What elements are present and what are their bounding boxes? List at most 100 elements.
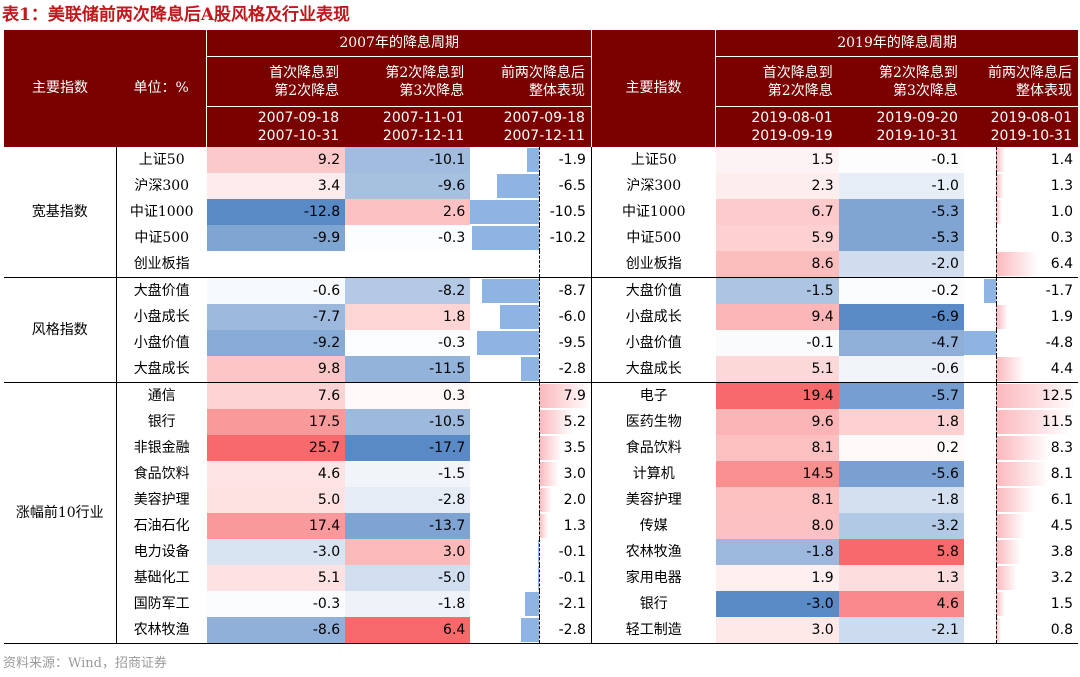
subheader-text: 整体表现 bbox=[528, 82, 585, 99]
table-row: 非银金融 25.7 -17.7 3.5 食品饮料 8.1 0.2 8.3 bbox=[4, 434, 1078, 461]
value-cell-e: -5.3 bbox=[838, 224, 964, 251]
value-cell-d: 8.6 bbox=[715, 250, 839, 278]
data-bar bbox=[539, 487, 553, 512]
row-label-2019: 医药生物 bbox=[590, 408, 716, 435]
value-cell-b: -1.8 bbox=[345, 590, 471, 617]
bar-value: 4.4 bbox=[1050, 360, 1073, 377]
row-label-2007: 食品饮料 bbox=[133, 465, 190, 482]
value-cell-d: 6.7 bbox=[715, 198, 839, 225]
bar-axis bbox=[539, 512, 541, 539]
value-cell-d: -1.5 bbox=[715, 277, 839, 304]
value-cell-d: 3.0 bbox=[715, 616, 839, 644]
row-label-2007: 银行 bbox=[147, 413, 176, 430]
data-bar bbox=[520, 617, 540, 642]
table-title: 表1：美联储前两次降息后A股风格及行业表现 bbox=[2, 5, 351, 25]
table-row: 食品饮料 4.6 -1.5 3.0 计算机 14.5 -5.6 8.1 bbox=[4, 460, 1078, 487]
bar-axis bbox=[995, 512, 997, 539]
value-cell-a: 17.5 bbox=[206, 408, 346, 435]
date-text: 2019-10-31 bbox=[876, 127, 958, 144]
bar-cell-c: 5.2 bbox=[470, 408, 591, 435]
bar-cell-f: 8.1 bbox=[964, 460, 1078, 487]
data-bar bbox=[499, 304, 540, 329]
bar-value: -9.5 bbox=[558, 334, 586, 351]
row-label-2007: 小盘成长 bbox=[133, 308, 190, 325]
date-text: 2019-09-19 bbox=[751, 127, 833, 144]
data-bar bbox=[995, 435, 1051, 460]
date-text: 2007-12-11 bbox=[503, 127, 585, 144]
bar-cell-c: -2.8 bbox=[470, 616, 592, 644]
bar-cell-f: 8.3 bbox=[964, 434, 1078, 461]
subheader-2007-1: 第2次降息到 第3次降息 bbox=[345, 56, 471, 107]
value-cell-b: -2.8 bbox=[345, 486, 471, 513]
bar-value: 1.4 bbox=[1050, 151, 1073, 168]
bar-value: 1.0 bbox=[1050, 203, 1073, 220]
value-cell-e: -6.9 bbox=[838, 303, 964, 330]
group-label: 宽基指数 bbox=[4, 146, 117, 278]
bar-cell-f: 1.3 bbox=[964, 172, 1078, 199]
data-bar bbox=[538, 565, 540, 590]
bar-value: -1.9 bbox=[558, 151, 586, 168]
value-cell-e: -1.0 bbox=[838, 172, 964, 199]
bar-cell-f: 3.2 bbox=[964, 564, 1078, 591]
value-cell-e: -5.3 bbox=[838, 198, 964, 225]
subheader-2019-2: 前两次降息后 整体表现 bbox=[963, 56, 1078, 107]
value-cell-a: -9.9 bbox=[206, 224, 346, 251]
bar-cell-f: 1.9 bbox=[964, 303, 1078, 330]
bar-axis bbox=[539, 198, 541, 225]
bar-cell-c: 3.0 bbox=[470, 460, 591, 487]
value-cell-b bbox=[345, 250, 471, 278]
row-label-2019: 中证500 bbox=[590, 224, 716, 251]
bar-axis bbox=[995, 382, 997, 409]
date-text: 2019-08-01 bbox=[990, 109, 1072, 126]
value-cell-d: 8.0 bbox=[715, 512, 839, 539]
value-cell-b: -17.7 bbox=[345, 434, 471, 461]
table-row: 银行 17.5 -10.5 5.2 医药生物 9.6 1.8 11.5 bbox=[4, 408, 1078, 435]
row-label-2019: 大盘成长 bbox=[590, 355, 716, 383]
bar-cell-c: -1.9 bbox=[470, 146, 591, 173]
value-cell-d: 14.5 bbox=[715, 460, 839, 487]
data-bar bbox=[539, 435, 563, 460]
value-cell-b: -11.5 bbox=[345, 355, 471, 383]
bar-axis bbox=[539, 224, 541, 251]
header-index-right: 主要指数 bbox=[590, 30, 716, 147]
bar-axis bbox=[539, 590, 541, 617]
bar-cell-f: 4.4 bbox=[963, 355, 1078, 383]
data-bar bbox=[476, 330, 540, 355]
subheader-text: 首次降息到 bbox=[269, 64, 340, 81]
row-label-2007: 中证1000 bbox=[129, 203, 194, 220]
bar-value: -10.2 bbox=[549, 229, 586, 246]
value-cell-e: -5.6 bbox=[838, 460, 964, 487]
table-row: 中证500 -9.9 -0.3 -10.2 中证500 5.9 -5.3 0.3 bbox=[4, 224, 1078, 251]
value-cell-b: -10.1 bbox=[345, 146, 471, 173]
value-cell-a: 7.6 bbox=[206, 382, 346, 409]
bar-cell-c: 3.5 bbox=[470, 434, 591, 461]
data-bar bbox=[526, 147, 540, 172]
date-text: 2019-10-31 bbox=[990, 127, 1072, 144]
value-cell-a: 3.4 bbox=[206, 172, 346, 199]
bar-value: 3.8 bbox=[1050, 543, 1073, 560]
bar-value: 6.4 bbox=[1050, 255, 1073, 272]
value-cell-a: -12.8 bbox=[206, 198, 346, 225]
data-bar bbox=[520, 356, 540, 381]
value-cell-e: 1.8 bbox=[838, 408, 964, 435]
table-row: 石油石化 17.4 -13.7 1.3 传媒 8.0 -3.2 4.5 bbox=[4, 512, 1078, 539]
value-cell-b: -5.0 bbox=[345, 564, 471, 591]
row-label-2019: 农林牧渔 bbox=[590, 538, 716, 565]
table-row: 中证1000 -12.8 2.6 -10.5 中证1000 6.7 -5.3 1.0 bbox=[4, 198, 1078, 225]
value-cell-b: -0.3 bbox=[345, 224, 471, 251]
header-index: 主要指数 bbox=[4, 30, 117, 147]
value-cell-d: -1.8 bbox=[715, 538, 839, 565]
bar-value: -4.8 bbox=[1045, 334, 1073, 351]
table-row: 大盘成长 9.8 -11.5 -2.8 大盘成长 5.1 -0.6 4.4 bbox=[4, 355, 1078, 383]
bar-value: -0.1 bbox=[558, 569, 586, 586]
subheader-text: 整体表现 bbox=[1016, 82, 1072, 99]
row-label-2007: 中证500 bbox=[134, 229, 190, 246]
row-label-2007: 大盘成长 bbox=[116, 355, 207, 383]
bar-axis bbox=[995, 355, 997, 382]
data-bar bbox=[525, 591, 540, 616]
data-bar bbox=[995, 173, 1005, 198]
row-label-2007: 通信 bbox=[147, 387, 176, 404]
bar-value: -2.1 bbox=[558, 595, 586, 612]
bar-value: -6.5 bbox=[558, 177, 586, 194]
data-bar bbox=[472, 225, 540, 250]
